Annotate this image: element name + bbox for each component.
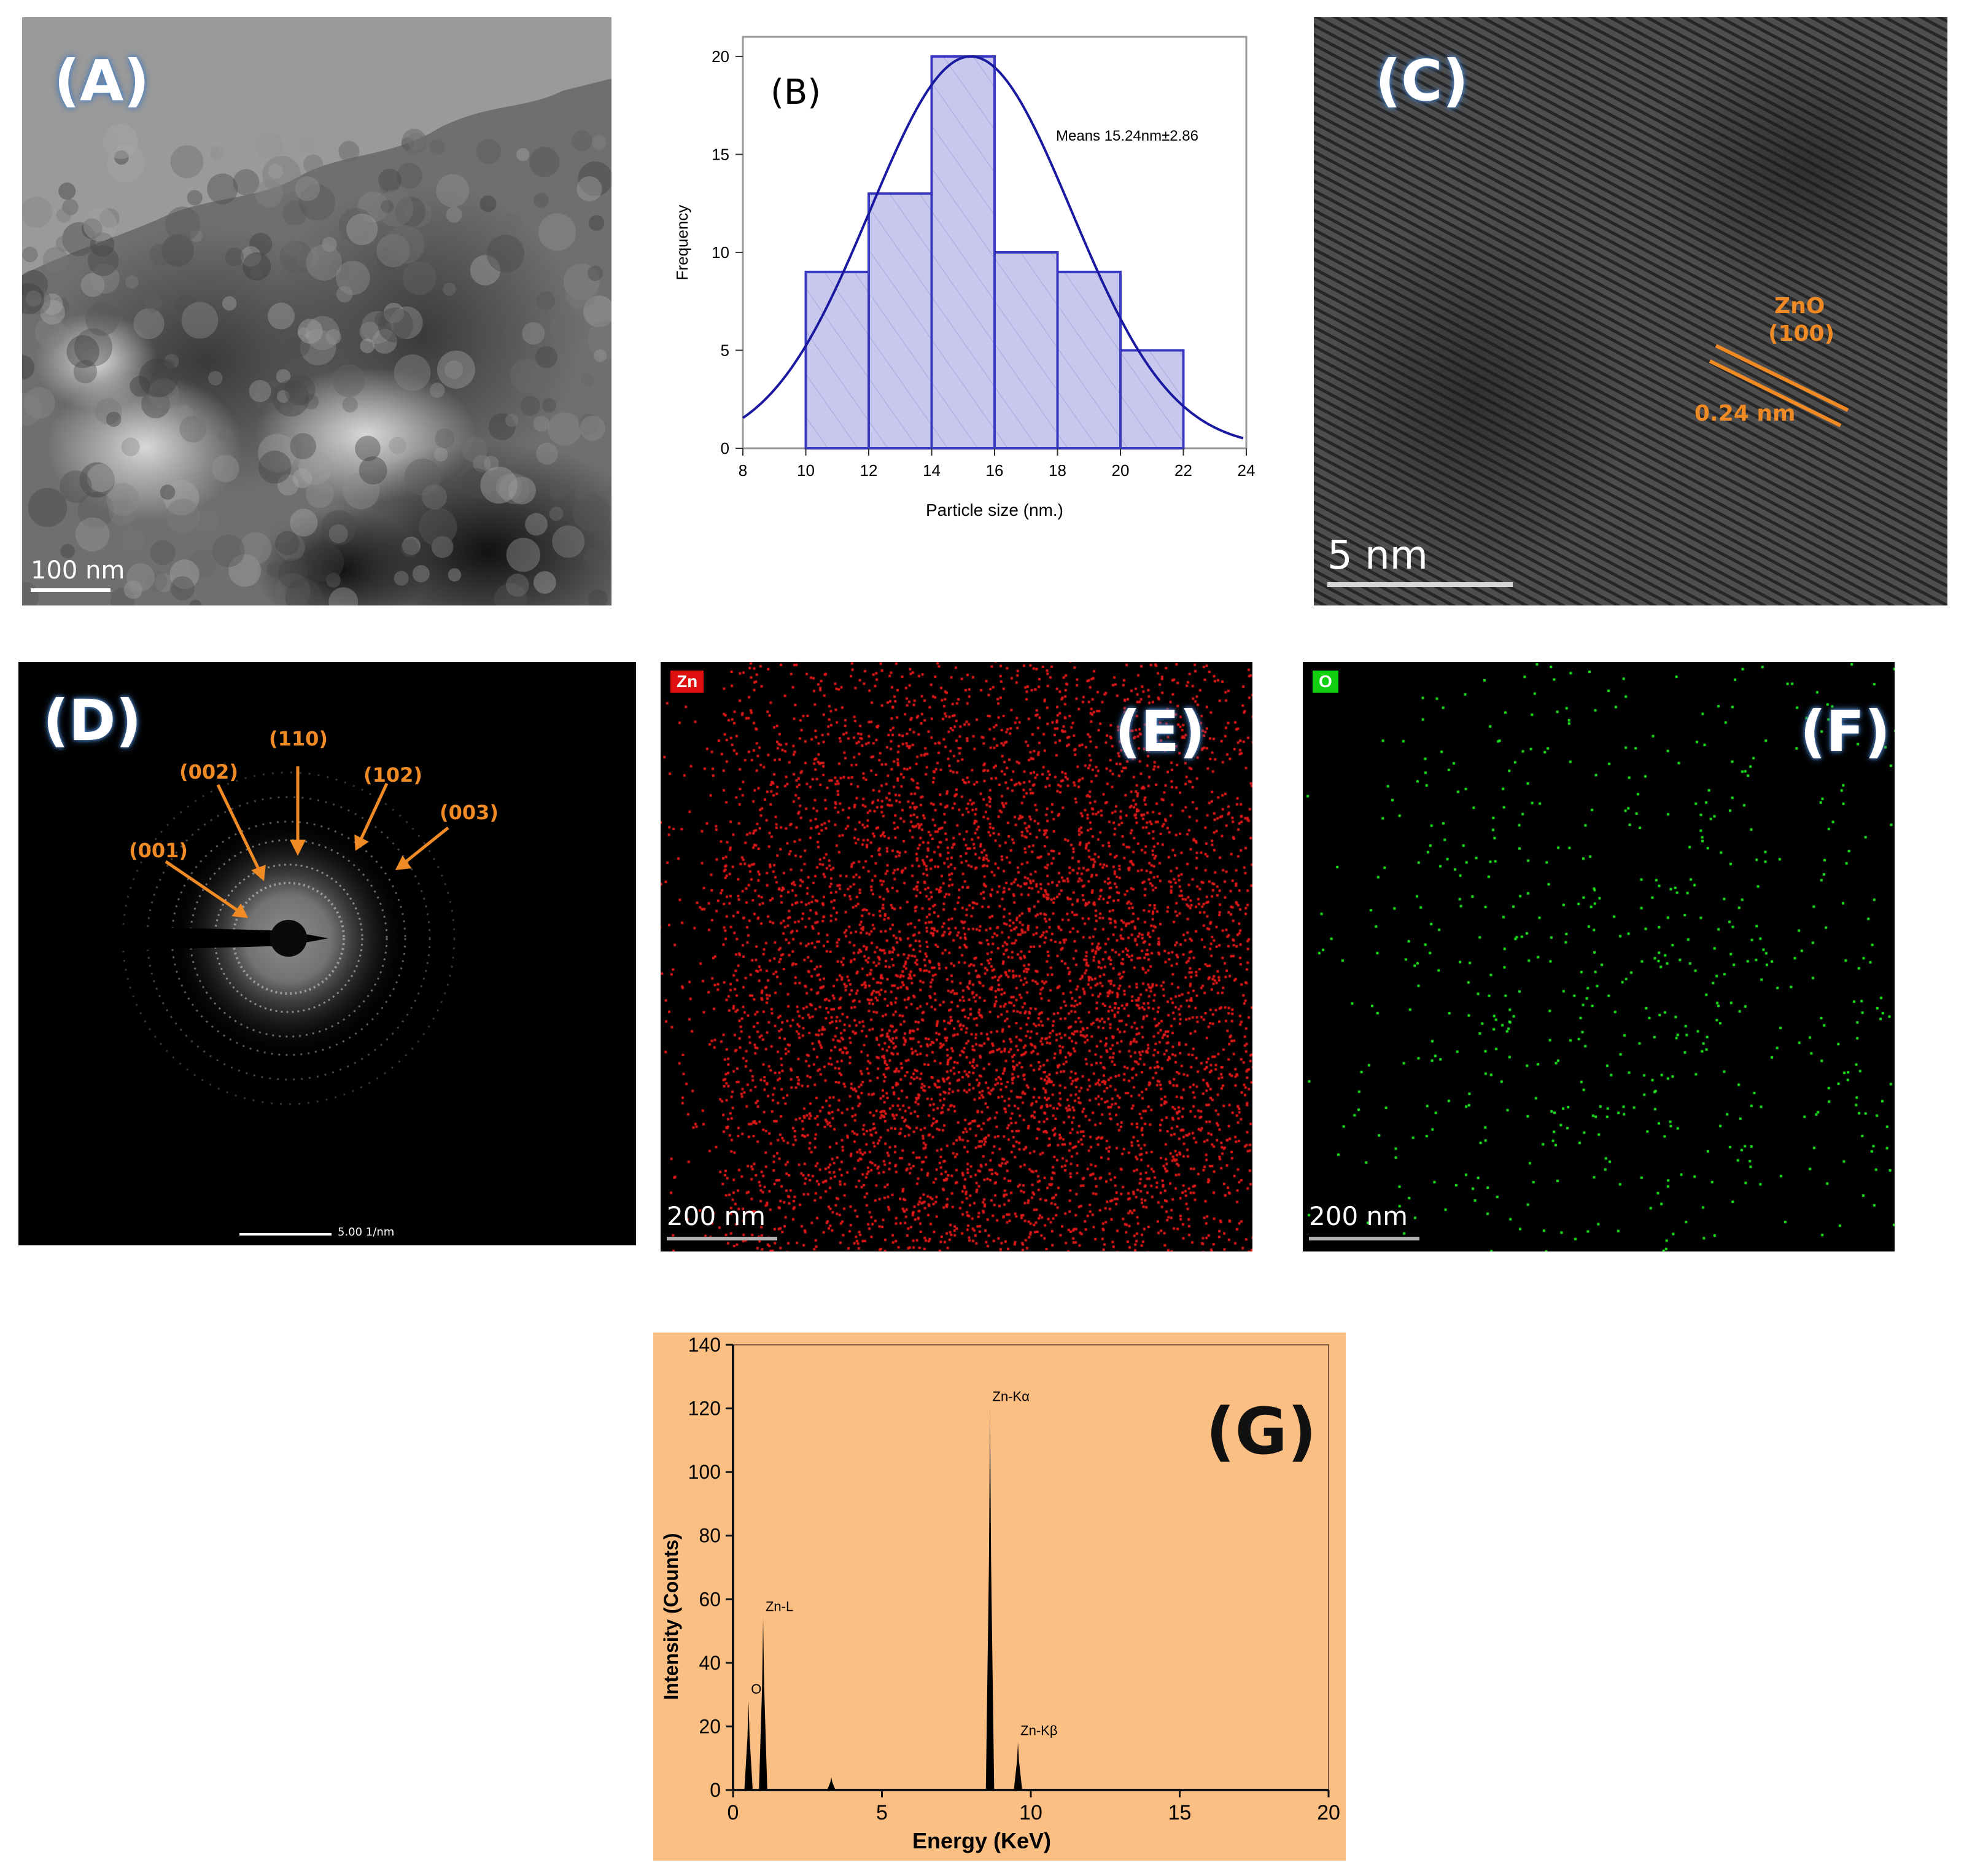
- y-tick-label: 140: [688, 1334, 721, 1356]
- x-tick-label: 8: [739, 461, 747, 480]
- particle-size-histogram: 8 10 12 14 16 18 20 22 24 0 5 10 15 20 Particle size (…: [673, 36, 1256, 520]
- peak-label: O: [751, 1681, 761, 1697]
- panel-label-e: (E): [1115, 699, 1205, 765]
- eds-spectrum-chart: O Zn-L Zn-Kα Zn-Kβ 0 5 10 15 20 0 20 40 60 80 100 120 14…: [660, 1334, 1340, 1853]
- spectrum-peak: [985, 1408, 995, 1790]
- ring-arrows: [165, 766, 449, 918]
- scale-bar-c: [1327, 582, 1513, 587]
- peak-label: Zn-Kα: [993, 1389, 1030, 1404]
- panel-e-zn-map: Zn (E) 200 nm: [661, 662, 1252, 1251]
- histogram-bar: [930, 55, 996, 450]
- spectrum-peak: [744, 1701, 753, 1790]
- panel-g-eds-spectrum: O Zn-L Zn-Kα Zn-Kβ 0 5 10 15 20 0 20 40 60 80 100 120 14…: [653, 1333, 1346, 1861]
- peak-label: Zn-Kβ: [1020, 1722, 1057, 1738]
- panel-a-tem-image: (A) 100 nm: [22, 17, 611, 605]
- x-tick-label: 18: [1049, 461, 1066, 480]
- x-tick-label: 24: [1238, 461, 1256, 480]
- ring-label-001: (001): [129, 839, 188, 862]
- x-tick-label: 16: [986, 461, 1004, 480]
- element-badge-o: O: [1313, 671, 1338, 693]
- panel-f-o-map: O (F) 200 nm: [1303, 662, 1895, 1251]
- y-tick-label: 40: [699, 1652, 721, 1674]
- panel-label-d: (D): [43, 688, 142, 753]
- x-tick-label: 22: [1174, 461, 1192, 480]
- element-badge-zn: Zn: [670, 671, 704, 693]
- scale-bar-label-d: 5.00 1/nm: [338, 1226, 395, 1239]
- spectrum-peak: [827, 1777, 836, 1790]
- panel-label-g: (G): [1206, 1394, 1317, 1469]
- histogram-bar: [804, 270, 870, 450]
- panel-label-c: (C): [1375, 48, 1469, 114]
- zn-elemental-map: [661, 662, 1252, 1251]
- y-tick-label: 0: [710, 1779, 721, 1801]
- peak-label: Zn-L: [766, 1598, 793, 1614]
- scale-bar-label-f: 200 nm: [1309, 1201, 1408, 1231]
- panel-b-histogram: 8 10 12 14 16 18 20 22 24 0 5 10 15 20 Particle size (…: [651, 25, 1277, 528]
- x-tick-label: 5: [876, 1801, 888, 1824]
- x-tick-label: 0: [728, 1801, 739, 1824]
- lattice-line-2: [1709, 359, 1842, 427]
- hrtem-lattice-image: [1314, 17, 1947, 605]
- spectrum-peak: [1014, 1742, 1022, 1790]
- histogram-bar: [1119, 349, 1185, 450]
- histogram-bar: [867, 192, 933, 450]
- ring-label-102: (102): [363, 763, 423, 787]
- x-tick-label: 20: [1112, 461, 1130, 480]
- scale-bar-label-c: 5 nm: [1327, 533, 1428, 578]
- x-tick-label: 20: [1317, 1801, 1340, 1824]
- ring-label-002: (002): [179, 760, 239, 784]
- y-tick-label: 100: [688, 1461, 721, 1483]
- scale-bar-a: [31, 588, 111, 592]
- y-tick-label: 5: [721, 341, 729, 359]
- ring-label-003: (003): [440, 801, 499, 824]
- histogram-bar: [1056, 270, 1122, 450]
- panel-label-a: (A): [54, 48, 150, 114]
- y-tick-label: 0: [721, 439, 729, 457]
- ring-label-110: (110): [269, 727, 328, 750]
- scale-bar-e: [667, 1237, 777, 1240]
- y-tick-label: 80: [699, 1525, 721, 1547]
- y-tick-label: 15: [712, 145, 729, 163]
- panel-d-saed-pattern: (D) (001) (002) (110) (102) (003) 5.00 1…: [18, 662, 636, 1245]
- lattice-label-plane: (100): [1768, 321, 1835, 346]
- diffraction-rings: [120, 766, 456, 1236]
- x-axis-label: Energy (KeV): [912, 1828, 1051, 1853]
- x-tick-label: 10: [1019, 1801, 1042, 1824]
- y-tick-label: 60: [699, 1588, 721, 1610]
- d-spacing-label: 0.24 nm: [1694, 401, 1796, 426]
- y-tick-label: 20: [712, 47, 729, 66]
- mean-annotation: Means 15.24nm±2.86: [1056, 128, 1198, 144]
- scale-bar-label-a: 100 nm: [31, 556, 125, 585]
- o-elemental-map: [1303, 662, 1895, 1251]
- gaussian-fit-line: [742, 55, 1244, 440]
- panel-c-hrtem-image: (C) ZnO (100) 0.24 nm 5 nm: [1314, 17, 1947, 605]
- y-axis-label: Intensity (Counts): [660, 1533, 682, 1700]
- scale-bar-f: [1309, 1237, 1419, 1240]
- lattice-line-1: [1715, 344, 1849, 412]
- spectrum-peak: [759, 1618, 767, 1790]
- y-tick-label: 10: [712, 243, 729, 262]
- y-axis-label: Frequency: [673, 205, 691, 281]
- x-tick-label: 12: [860, 461, 878, 480]
- x-tick-label: 15: [1168, 1801, 1192, 1824]
- tem-micrograph: [22, 17, 611, 605]
- x-axis-label: Particle size (nm.): [926, 500, 1063, 520]
- scale-bar-label-e: 200 nm: [667, 1201, 766, 1231]
- x-tick-label: 14: [923, 461, 941, 480]
- lattice-label-zno: ZnO: [1774, 294, 1825, 319]
- histogram-bar: [993, 251, 1059, 450]
- panel-label-b: (B): [770, 72, 821, 112]
- y-tick-label: 120: [688, 1398, 721, 1420]
- y-tick-label: 20: [699, 1715, 721, 1737]
- panel-label-f: (F): [1800, 699, 1890, 765]
- x-tick-label: 10: [797, 461, 815, 480]
